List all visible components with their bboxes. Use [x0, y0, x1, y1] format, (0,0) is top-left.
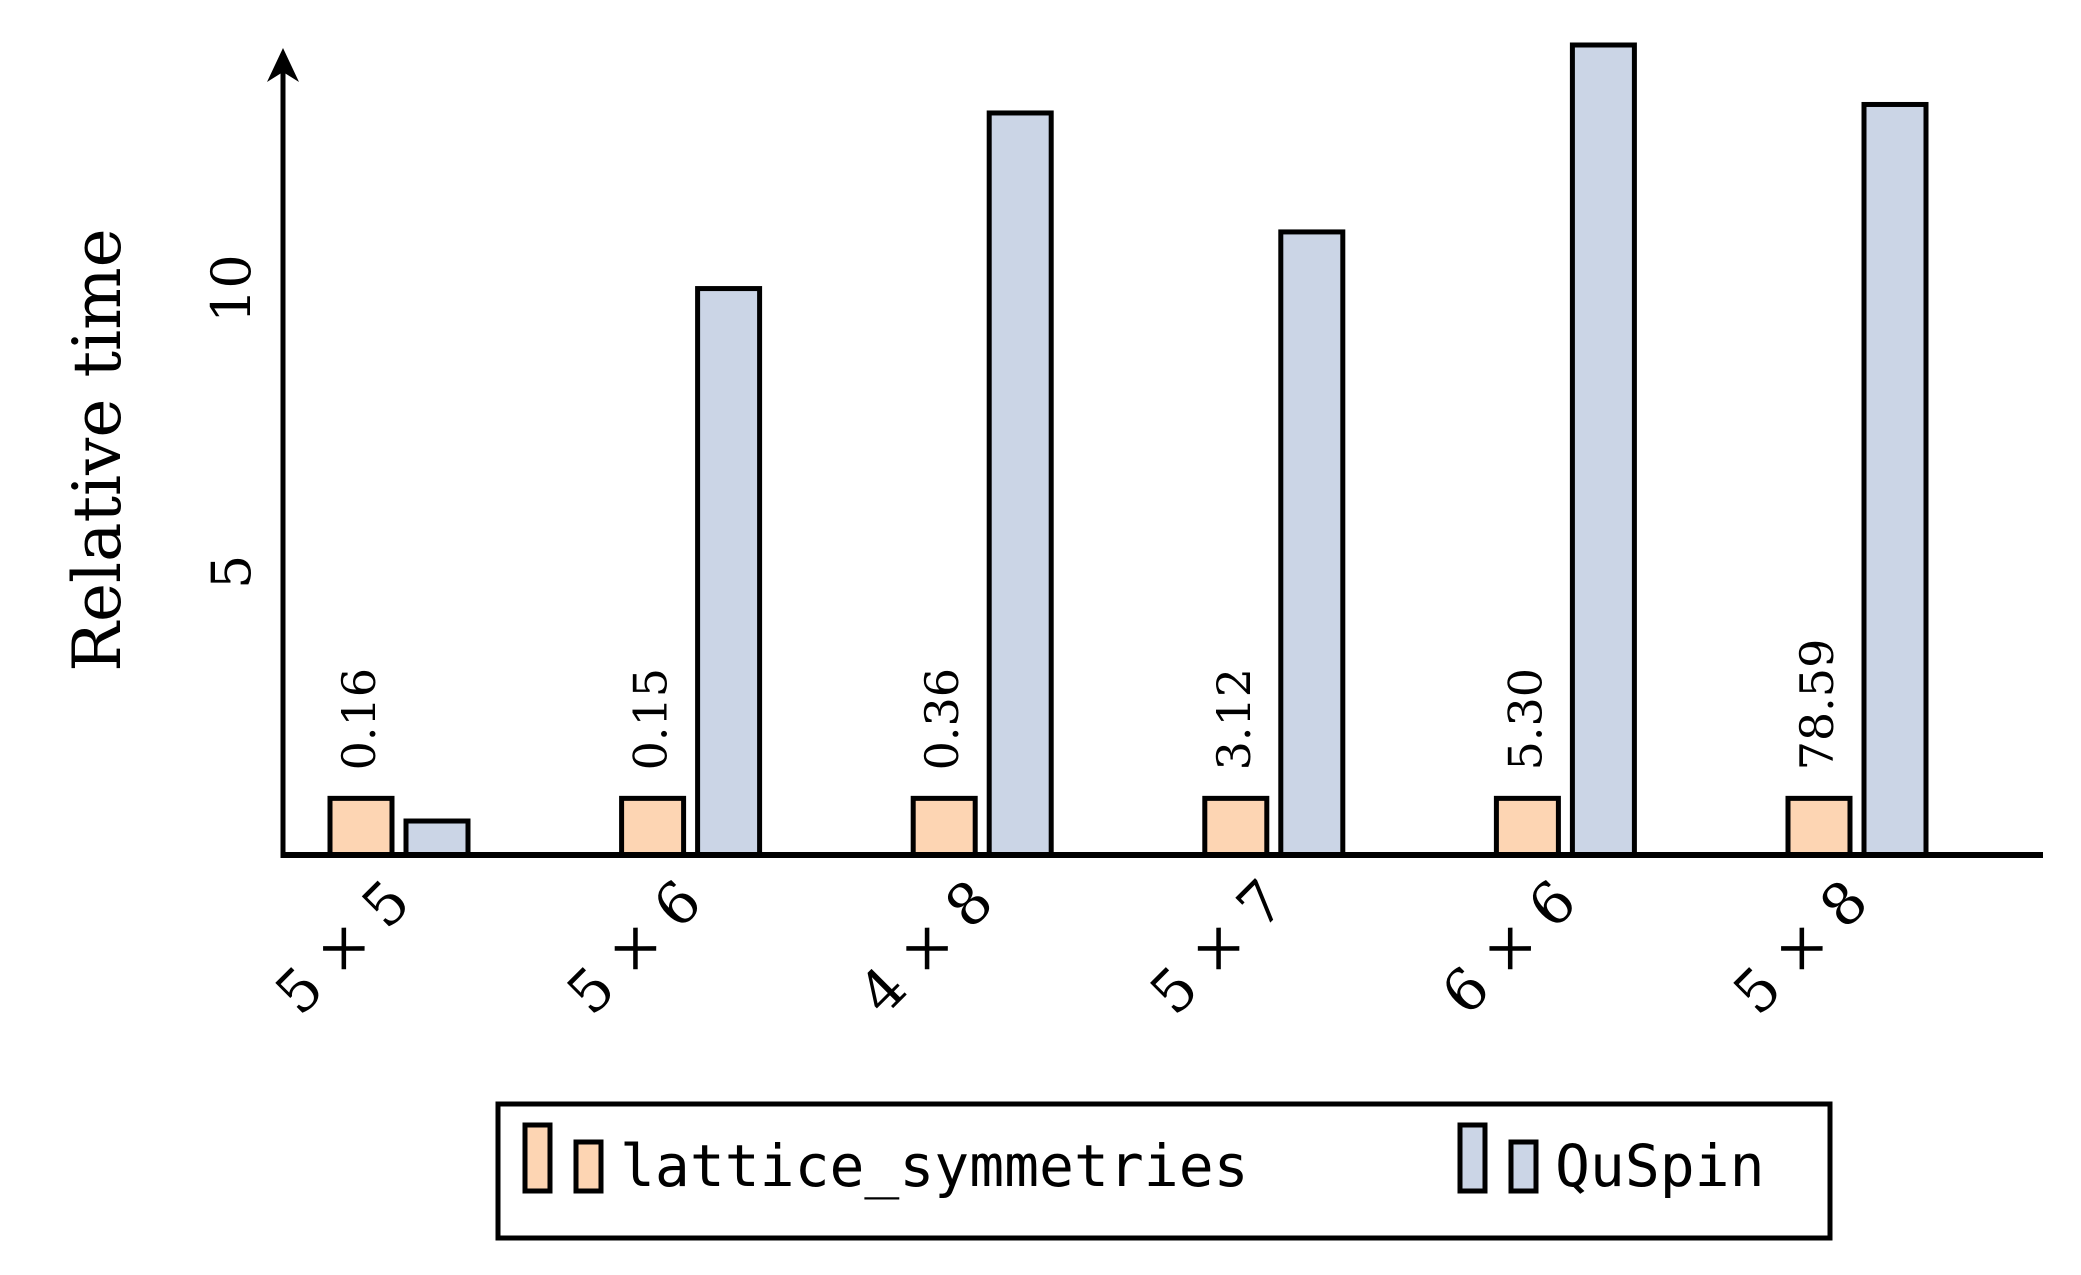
- bar-annotations: 0.16 0.15 0.36 3.12 5.30 78.59: [332, 639, 1844, 771]
- legend-swatch-quspin-1: [1457, 1122, 1488, 1194]
- bar-value-label-6: 78.59: [1790, 639, 1844, 771]
- bar-quspin-1: [403, 818, 471, 858]
- x-tick-label-3: 4 × 8: [845, 867, 1006, 1028]
- bar-value-label-1: 0.16: [332, 668, 386, 770]
- bar-lattice-symmetries-1: [327, 795, 395, 858]
- legend-swatch-quspin-2: [1508, 1139, 1539, 1194]
- bar-value-label-3: 0.36: [915, 668, 969, 770]
- bar-quspin-3: [986, 110, 1054, 858]
- bar-lattice-symmetries-3: [910, 795, 978, 858]
- y-tick-labels: 5 10: [200, 254, 263, 589]
- legend-label-lattice-symmetries: lattice_symmetries: [620, 1132, 1249, 1200]
- y-axis-label: Relative time: [59, 228, 136, 671]
- bar-value-label-5: 5.30: [1498, 668, 1552, 770]
- x-tick-label-2: 5 × 6: [554, 867, 715, 1028]
- x-tick-label-5: 6 × 6: [1429, 867, 1590, 1028]
- x-tick-labels: 5 × 5 5 × 6 4 × 8 5 × 7 6 × 6 5 × 8: [262, 867, 1881, 1028]
- x-tick-label-4: 5 × 7: [1137, 867, 1298, 1028]
- bars-layer: [327, 42, 1929, 858]
- bar-quspin-6: [1861, 101, 1929, 858]
- bar-value-label-4: 3.12: [1207, 668, 1261, 770]
- bar-lattice-symmetries-6: [1785, 795, 1853, 858]
- bar-lattice-symmetries-4: [1202, 795, 1270, 858]
- bar-lattice-symmetries-5: [1493, 795, 1561, 858]
- legend: lattice_symmetries QuSpin: [495, 1101, 1833, 1241]
- bar-quspin-5: [1569, 42, 1637, 858]
- y-tick-label-5: 5: [200, 555, 263, 589]
- legend-frame: [495, 1101, 1833, 1241]
- bar-value-label-2: 0.15: [624, 668, 678, 770]
- y-axis-arrowhead: [267, 48, 299, 82]
- x-tick-label-6: 5 × 8: [1720, 867, 1881, 1028]
- x-tick-label-1: 5 × 5: [262, 867, 423, 1028]
- bar-quspin-4: [1278, 229, 1346, 858]
- bar-quspin-2: [695, 286, 763, 858]
- bar-lattice-symmetries-2: [619, 795, 687, 858]
- y-tick-label-10: 10: [200, 254, 263, 323]
- legend-swatch-lattice-symmetries-2: [573, 1139, 604, 1194]
- legend-swatch-lattice-symmetries-1: [522, 1122, 553, 1194]
- legend-label-quspin: QuSpin: [1555, 1132, 1765, 1200]
